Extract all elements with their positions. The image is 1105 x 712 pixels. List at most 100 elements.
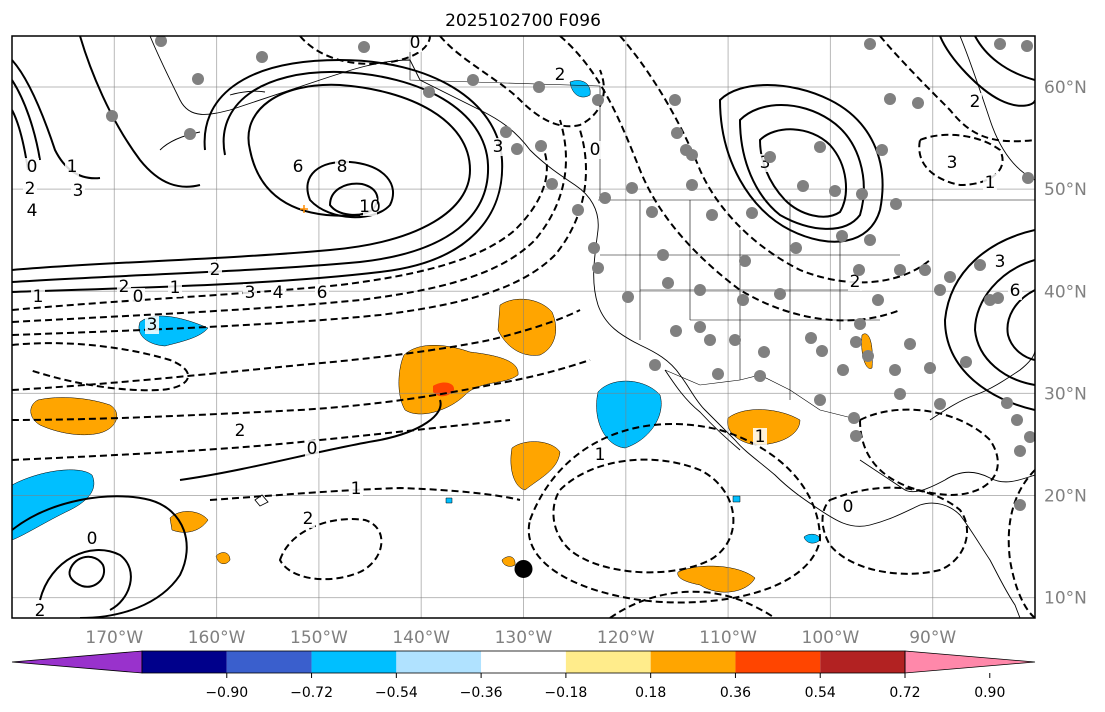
contour-positive [12, 70, 490, 283]
contour-label: 3 [760, 153, 771, 173]
contour-negative [12, 119, 567, 323]
lon-tick-label: 120°W [597, 628, 655, 648]
colorbar-segment [481, 651, 566, 673]
contour-label-bg [983, 174, 997, 192]
station-dot [671, 127, 683, 139]
contour-label-bg [848, 273, 862, 291]
station-dot [754, 370, 766, 382]
station-dot [894, 388, 906, 400]
colorbar-tick-label: −0.72 [290, 685, 333, 701]
station-dot [646, 206, 658, 218]
longitude-tick-labels: 170°W 160°W 150°W 140°W 130°W 120°W 110°W 100°W… [85, 628, 956, 648]
station-dot [1014, 499, 1026, 511]
contour-positive [718, 84, 884, 243]
colorbar-tick-label: 0.72 [889, 685, 920, 701]
station-dot [889, 364, 901, 376]
contour-label: 3 [995, 252, 1006, 272]
colorbar-tick-label: 0.54 [805, 685, 836, 701]
station-dot [737, 294, 749, 306]
station-dot [694, 284, 706, 296]
lat-tick-label: 50°N [1044, 180, 1087, 200]
contour-label-bg [305, 440, 319, 458]
contour-label: 2 [25, 179, 36, 199]
colorbar-tick-label: −0.54 [375, 685, 418, 701]
contour-label: 8 [337, 157, 348, 177]
coastline [149, 36, 1021, 618]
station-dot [739, 255, 751, 267]
contour-label: 6 [317, 283, 328, 303]
contour-negative [12, 139, 548, 311]
coastline [859, 459, 1035, 493]
contour-negative [609, 590, 776, 618]
coastlines-and-borders [149, 36, 1035, 618]
station-dot [358, 41, 370, 53]
station-dot [546, 178, 558, 190]
station-dot [876, 144, 888, 156]
colorbar-tick-label: −0.18 [544, 685, 587, 701]
lat-tick-label: 30°N [1044, 384, 1087, 404]
contour-label: 2 [303, 509, 314, 529]
contour-label: 1 [67, 157, 78, 177]
station-dot [862, 350, 874, 362]
coastline [159, 90, 266, 151]
contour-label-bg [65, 158, 79, 176]
contour-negative [209, 486, 521, 501]
lon-tick-label: 100°W [802, 628, 860, 648]
contour-positive [328, 182, 379, 216]
contour-positive [738, 104, 865, 230]
contour-label: 1 [33, 287, 44, 307]
contour-label: 0 [27, 157, 38, 177]
station-dot [467, 74, 479, 86]
station-dot [626, 182, 638, 194]
colorbar-segment [565, 651, 651, 673]
contour-label-bg [491, 138, 505, 156]
map-title: 2025102700 F096 [445, 11, 601, 31]
contour-negative [879, 36, 1035, 143]
station-dot [894, 264, 906, 276]
station-dot [572, 204, 584, 216]
contour-label: 2 [119, 277, 130, 297]
contour-label: 3 [73, 181, 84, 201]
station-dot [944, 271, 956, 283]
coastline [664, 369, 741, 451]
anomaly-fill-regions [12, 80, 873, 593]
station-dot [904, 338, 916, 350]
contour-label-bg [23, 180, 37, 198]
station-dot [155, 36, 167, 47]
contour-negative [12, 419, 511, 461]
station-dot [746, 207, 758, 219]
lon-tick-label: 150°W [290, 628, 348, 648]
contour-label: 2 [210, 260, 221, 280]
lon-tick-label: 160°W [188, 628, 246, 648]
contour-label-bg [291, 158, 305, 176]
station-dot [670, 325, 682, 337]
station-dot [184, 128, 196, 140]
contour-label: 2 [555, 65, 566, 85]
contour-label: 6 [1010, 281, 1021, 301]
station-dot [797, 180, 809, 192]
station-dot [758, 346, 770, 358]
contour-label: 1 [170, 278, 181, 298]
black-dot-marker [514, 559, 533, 578]
fill-region [569, 80, 591, 98]
contour-label-bg [315, 284, 329, 302]
contour-negative [858, 408, 999, 497]
contour-label-bg [993, 253, 1007, 271]
colorbar-segment [311, 651, 397, 673]
contour-label-bg [25, 202, 39, 220]
contour-label-bg [168, 279, 182, 297]
lat-tick-label: 10°N [1044, 589, 1087, 609]
lon-tick-label: 170°W [85, 628, 143, 648]
contour-negative [12, 129, 587, 336]
contour-label: 4 [273, 283, 284, 303]
lon-tick-label: 90°W [909, 628, 956, 648]
station-dot [533, 81, 545, 93]
latitude-tick-labels: 60°N 50°N 40°N 30°N 20°N 10°N [1044, 78, 1087, 609]
station-dot [850, 430, 862, 442]
contour-label-bg [753, 428, 767, 446]
contour-label: 0 [87, 529, 98, 549]
station-dot [106, 110, 118, 122]
contour-label-bg [335, 158, 349, 176]
